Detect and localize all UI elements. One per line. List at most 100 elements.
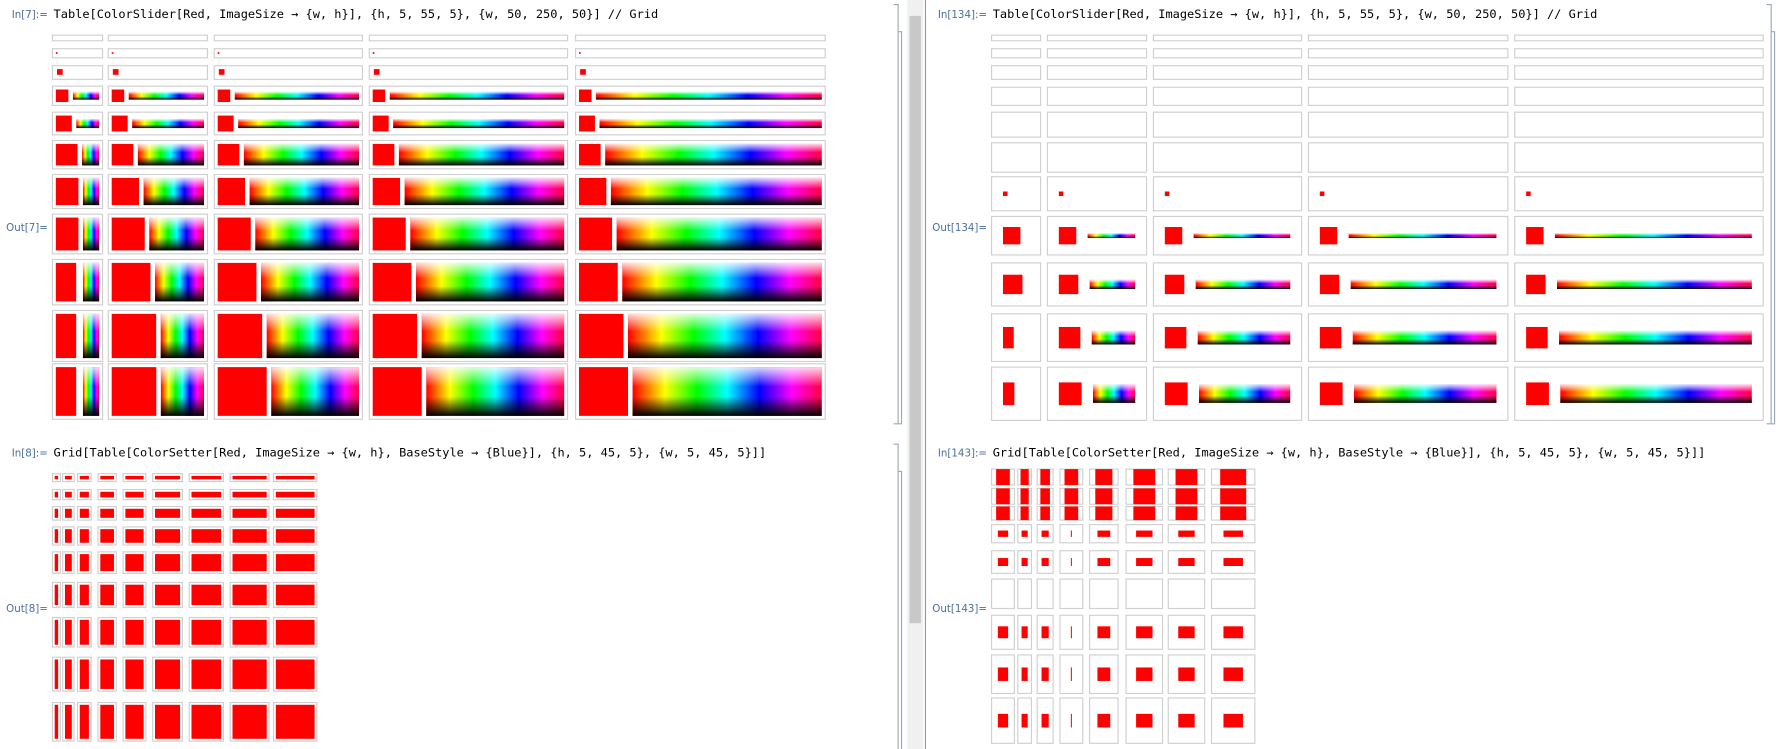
control-frame[interactable] bbox=[368, 65, 569, 80]
control-frame[interactable] bbox=[1307, 34, 1509, 42]
red-swatch bbox=[217, 143, 240, 166]
red-swatch bbox=[79, 508, 89, 518]
control-frame[interactable] bbox=[213, 65, 364, 80]
control-frame[interactable] bbox=[1307, 111, 1509, 138]
input-code[interactable]: Grid[Table[ColorSetter[Red, ImageSize → … bbox=[54, 446, 767, 460]
control-frame[interactable] bbox=[1514, 176, 1764, 212]
control-frame[interactable] bbox=[1167, 654, 1206, 695]
control-frame[interactable] bbox=[1017, 578, 1033, 610]
control-frame[interactable] bbox=[1167, 614, 1206, 650]
control-frame[interactable] bbox=[1152, 34, 1303, 42]
control-frame[interactable] bbox=[213, 34, 364, 42]
control-frame[interactable] bbox=[1307, 65, 1509, 80]
control-frame[interactable] bbox=[107, 48, 209, 59]
color-gradient-shade bbox=[82, 217, 100, 251]
control-frame[interactable] bbox=[1167, 697, 1206, 744]
control-frame[interactable] bbox=[1152, 48, 1303, 59]
control-frame[interactable] bbox=[991, 262, 1042, 307]
control-frame[interactable] bbox=[107, 65, 209, 80]
control-frame[interactable] bbox=[1152, 176, 1303, 212]
red-swatch bbox=[578, 115, 595, 132]
red-swatch bbox=[125, 659, 144, 689]
control-frame[interactable] bbox=[1046, 34, 1148, 42]
control-frame[interactable] bbox=[575, 48, 826, 59]
control-frame[interactable] bbox=[991, 142, 1042, 173]
control-frame[interactable] bbox=[1152, 111, 1303, 138]
control-frame[interactable] bbox=[1152, 86, 1303, 106]
control-frame[interactable] bbox=[1307, 176, 1509, 212]
color-gradient-shade bbox=[82, 143, 100, 166]
input-code[interactable]: Table[ColorSlider[Red, ImageSize → {w, h… bbox=[993, 7, 1598, 21]
control-frame[interactable] bbox=[1307, 142, 1509, 173]
control-frame[interactable] bbox=[51, 65, 104, 80]
control-frame[interactable] bbox=[575, 34, 826, 42]
control-frame[interactable] bbox=[575, 65, 826, 80]
control-frame[interactable] bbox=[1046, 142, 1148, 173]
red-swatch bbox=[125, 529, 144, 543]
control-frame[interactable] bbox=[1307, 86, 1509, 106]
input-code[interactable]: Grid[Table[ColorSetter[Red, ImageSize → … bbox=[993, 446, 1706, 460]
control-frame[interactable] bbox=[1514, 48, 1764, 59]
control-frame[interactable] bbox=[51, 48, 104, 59]
control-frame[interactable] bbox=[1152, 142, 1303, 173]
red-swatch bbox=[111, 143, 134, 166]
red-swatch bbox=[1136, 530, 1153, 537]
control-frame[interactable] bbox=[368, 48, 569, 59]
control-frame[interactable] bbox=[1514, 111, 1764, 138]
red-swatch bbox=[578, 52, 581, 54]
control-frame[interactable] bbox=[1167, 578, 1206, 610]
control-frame[interactable] bbox=[213, 48, 364, 59]
control-frame[interactable] bbox=[1125, 578, 1164, 610]
control-frame[interactable] bbox=[1059, 578, 1084, 610]
color-gradient-shade bbox=[616, 217, 822, 251]
control-frame[interactable] bbox=[1036, 578, 1054, 610]
control-frame[interactable] bbox=[1089, 578, 1119, 610]
control-frame[interactable] bbox=[1046, 86, 1148, 106]
output-label: Out[143]= bbox=[932, 604, 987, 615]
control-frame[interactable] bbox=[107, 34, 209, 42]
control-frame[interactable] bbox=[1514, 86, 1764, 106]
control-frame[interactable] bbox=[1514, 65, 1764, 80]
control-frame[interactable] bbox=[991, 313, 1042, 363]
scrollbar-thumb[interactable] bbox=[909, 15, 921, 624]
red-swatch bbox=[100, 554, 114, 572]
red-swatch bbox=[54, 584, 59, 606]
red-swatch bbox=[1041, 558, 1049, 566]
control-frame[interactable] bbox=[1046, 65, 1148, 80]
red-swatch bbox=[217, 313, 263, 359]
control-frame[interactable] bbox=[1514, 142, 1764, 173]
color-gradient-shade bbox=[82, 367, 100, 416]
red-swatch bbox=[578, 143, 601, 166]
color-gradient-shade bbox=[76, 118, 100, 129]
control-frame[interactable] bbox=[991, 176, 1042, 212]
red-swatch bbox=[125, 491, 144, 498]
red-swatch bbox=[111, 217, 145, 251]
control-frame[interactable] bbox=[991, 366, 1042, 421]
input-code[interactable]: Table[ColorSlider[Red, ImageSize → {w, h… bbox=[54, 7, 659, 21]
control-frame[interactable] bbox=[1152, 65, 1303, 80]
red-swatch bbox=[1002, 227, 1021, 245]
control-frame[interactable] bbox=[991, 86, 1042, 106]
control-frame[interactable] bbox=[368, 34, 569, 42]
control-frame[interactable] bbox=[1210, 578, 1256, 610]
control-frame[interactable] bbox=[1046, 48, 1148, 59]
red-swatch bbox=[1064, 488, 1079, 505]
control-frame[interactable] bbox=[1046, 176, 1148, 212]
control-frame[interactable] bbox=[991, 111, 1042, 138]
red-swatch bbox=[1097, 667, 1111, 681]
red-swatch bbox=[64, 491, 72, 498]
control-frame[interactable] bbox=[1046, 111, 1148, 138]
control-frame[interactable] bbox=[1307, 48, 1509, 59]
control-frame[interactable] bbox=[991, 48, 1042, 59]
control-frame[interactable] bbox=[991, 578, 1015, 610]
red-swatch bbox=[275, 508, 315, 518]
control-frame[interactable] bbox=[51, 34, 104, 42]
red-swatch bbox=[1319, 382, 1343, 406]
red-swatch bbox=[372, 115, 389, 132]
control-frame[interactable] bbox=[1514, 34, 1764, 42]
red-swatch bbox=[997, 530, 1009, 537]
red-swatch bbox=[54, 475, 59, 480]
color-gradient-shade bbox=[389, 91, 565, 100]
control-frame[interactable] bbox=[991, 65, 1042, 80]
control-frame[interactable] bbox=[991, 34, 1042, 42]
